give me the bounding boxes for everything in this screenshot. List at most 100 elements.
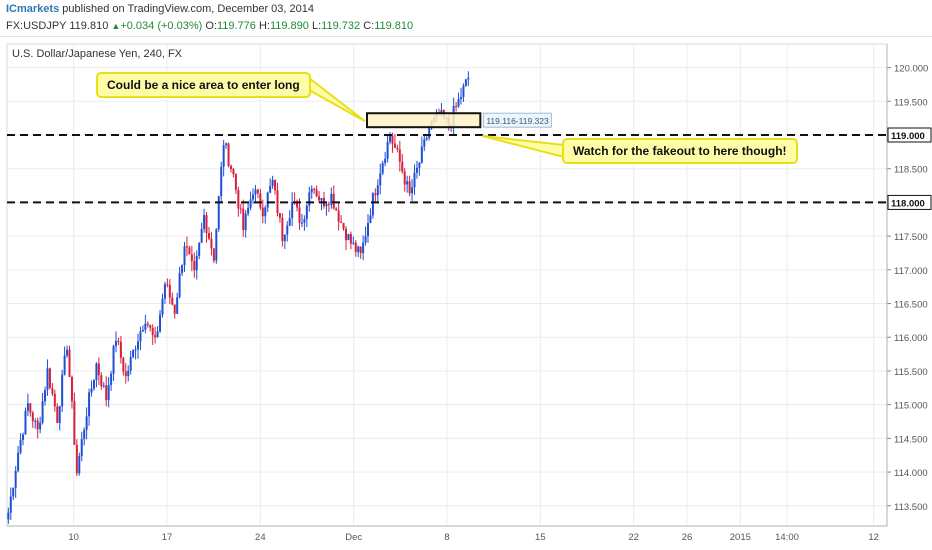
candle-body <box>225 143 228 146</box>
candle-body <box>303 219 306 223</box>
x-tick-label: 22 <box>628 532 639 543</box>
level-price-label: 118.000 <box>891 198 925 209</box>
candle-body <box>58 406 61 423</box>
candle-body <box>70 376 73 402</box>
candle-body <box>342 222 345 229</box>
candle-body <box>198 242 201 257</box>
candle-body <box>371 193 374 216</box>
candle-body <box>237 189 240 209</box>
candle-body <box>244 213 247 231</box>
candle-body <box>313 188 316 190</box>
candle-body <box>415 167 418 173</box>
candle-body <box>31 412 34 422</box>
y-tick-label: 115.000 <box>894 401 928 412</box>
candle-body <box>195 256 198 271</box>
candle-body <box>26 403 29 411</box>
candle-body <box>193 261 196 271</box>
candle-body <box>354 242 357 253</box>
candle-body <box>386 141 389 159</box>
annotation-fakeout[interactable]: Watch for the fakeout to here though! <box>562 138 798 164</box>
candle-body <box>112 346 115 374</box>
candle-body <box>73 401 76 445</box>
candle-body <box>63 355 66 375</box>
candle-body <box>325 204 328 207</box>
open-label: O: <box>205 20 217 32</box>
candle-body <box>44 390 47 402</box>
candle-body <box>163 284 166 299</box>
candle-body <box>181 265 184 273</box>
chart-title: U.S. Dollar/Japanese Yen, 240, FX <box>12 48 183 60</box>
candle-body <box>259 193 262 208</box>
candle-body <box>229 165 232 170</box>
candle-body <box>401 161 404 172</box>
publisher-link[interactable]: ICmarkets <box>6 3 60 15</box>
candle-body <box>308 192 311 206</box>
symbol-label[interactable]: FX:USDJPY <box>6 20 67 32</box>
candle-body <box>95 363 98 380</box>
candle-body <box>332 193 335 209</box>
candle-body <box>264 207 267 217</box>
candle-body <box>200 228 203 243</box>
candle-body <box>367 223 370 237</box>
level-price-tag <box>887 127 932 143</box>
candle-body <box>134 349 137 351</box>
candle-body <box>455 106 458 108</box>
candle-body <box>376 185 379 196</box>
candle-body <box>396 147 399 150</box>
candle-body <box>247 207 250 214</box>
x-tick-label: 24 <box>255 532 266 543</box>
candle-body <box>9 496 12 513</box>
candle-body <box>122 357 125 372</box>
candle-body <box>39 422 42 430</box>
candle-body <box>349 234 352 244</box>
candle-body <box>337 210 340 222</box>
candle-body <box>217 196 220 230</box>
candle-body <box>141 329 144 332</box>
price-chart[interactable]: 113.500 114.000 114.500 115.000 115.500 116.0… <box>0 36 932 550</box>
candle-body <box>107 384 110 401</box>
candle-body <box>183 246 186 266</box>
candle-body <box>210 238 213 249</box>
candle-body <box>53 393 56 407</box>
candle-body <box>178 272 181 298</box>
candle-body <box>22 434 25 440</box>
candle-body <box>425 137 428 140</box>
candle-body <box>462 85 465 98</box>
x-tick-label: 2015 <box>730 532 751 543</box>
candle-body <box>239 208 242 210</box>
candle-body <box>464 79 467 86</box>
x-tick-label: 14:00 <box>775 532 799 543</box>
candle-body <box>185 246 188 248</box>
candle-body <box>411 187 414 194</box>
candle-body <box>56 406 59 423</box>
zone-label: 119.116-119.323 <box>486 116 549 126</box>
publish-line: ICmarkets published on TradingView.com, … <box>6 3 314 15</box>
candle-body <box>393 143 396 148</box>
x-tick-label: 10 <box>68 532 79 543</box>
candle-body <box>119 341 122 358</box>
candle-body <box>413 172 416 188</box>
chart-header: ICmarkets published on TradingView.com, … <box>0 0 932 37</box>
candle-body <box>110 373 113 385</box>
candle-body <box>92 379 95 389</box>
close-label: C: <box>363 20 375 32</box>
candle-body <box>36 420 39 430</box>
candle-body <box>315 189 318 197</box>
candle-body <box>127 370 130 377</box>
candle-body <box>344 228 347 241</box>
candle-body <box>139 331 142 342</box>
candle-body <box>17 452 20 471</box>
chart-area[interactable]: 113.500 114.000 114.500 115.000 115.500 116.0… <box>0 36 932 550</box>
y-tick-label: 115.500 <box>894 367 928 378</box>
candle-body <box>249 199 252 208</box>
candle-body <box>391 135 394 144</box>
candle-body <box>100 375 103 387</box>
candle-body <box>403 171 406 185</box>
annotation-enter-long[interactable]: Could be a nice area to enter long <box>96 72 311 98</box>
candle-body <box>173 304 176 314</box>
close-value: 119.810 <box>374 20 414 32</box>
candle-body <box>420 146 423 163</box>
candle-body <box>398 149 401 162</box>
quote-line: FX:USDJPY 119.810 ▲+0.034 (+0.03%) O:119… <box>6 20 413 32</box>
candle-body <box>166 284 169 286</box>
